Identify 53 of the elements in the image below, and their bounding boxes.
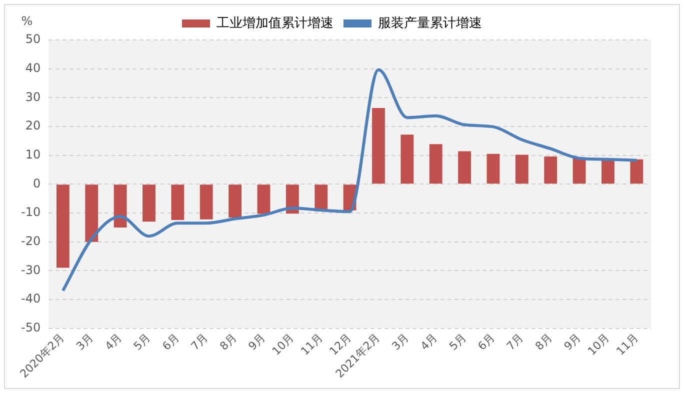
bar [429,144,442,184]
bar [458,151,471,184]
bar [630,159,644,184]
y-tick-label: -30 [20,262,41,277]
x-tick-label: 11月 [298,330,326,358]
y-tick-label: -10 [20,205,41,220]
y-tick-label: -20 [20,234,41,248]
x-tick-label: 3月 [389,330,412,353]
x-tick-label: 4月 [418,330,440,353]
y-tick-label: 40 [25,60,41,75]
y-tick-label: -40 [20,292,41,306]
bar [486,154,500,184]
y-axis-title: % [21,14,33,28]
x-tick-label: 5月 [131,330,154,353]
y-tick-label: 10 [25,147,41,162]
bar [544,156,558,184]
x-tick-label: 10月 [270,330,297,358]
x-tick-label: 5月 [446,330,469,353]
bar [372,108,385,184]
bar [200,184,213,220]
x-tick-label: 10月 [585,330,612,358]
x-tick-label: 11月 [614,330,641,358]
bar [171,184,184,220]
x-tick-label: 9月 [562,330,584,353]
bar [85,184,98,242]
bar [286,184,299,214]
bar [142,184,156,222]
legend-label: 工业增加值累计增速 [216,16,334,31]
x-tick-label: 7月 [504,330,526,353]
y-tick-label: 20 [25,118,41,133]
bar [56,184,70,268]
x-tick-label: 6月 [475,330,498,353]
y-tick-label: 0 [32,176,41,190]
x-tick-label: 9月 [246,330,268,353]
bar [314,184,328,212]
y-tick-label: 30 [25,90,41,104]
bar [572,158,586,184]
x-tick-label: 8月 [532,330,555,353]
x-tick-label: 3月 [74,330,96,353]
x-tick-label: 8月 [217,330,240,353]
bar [114,184,127,228]
x-tick-label: 6月 [160,330,182,353]
bar [228,184,242,218]
line-series [61,68,638,292]
y-tick-label: -50 [20,320,41,334]
bar [602,158,614,184]
bar [515,154,528,184]
bar [257,184,270,214]
y-tick-label: 50 [25,32,41,46]
bar [400,134,414,184]
x-tick-label: 4月 [102,330,124,353]
legend-label: 服装产量累计增速 [378,16,482,31]
x-tick-label: 7月 [188,330,211,353]
